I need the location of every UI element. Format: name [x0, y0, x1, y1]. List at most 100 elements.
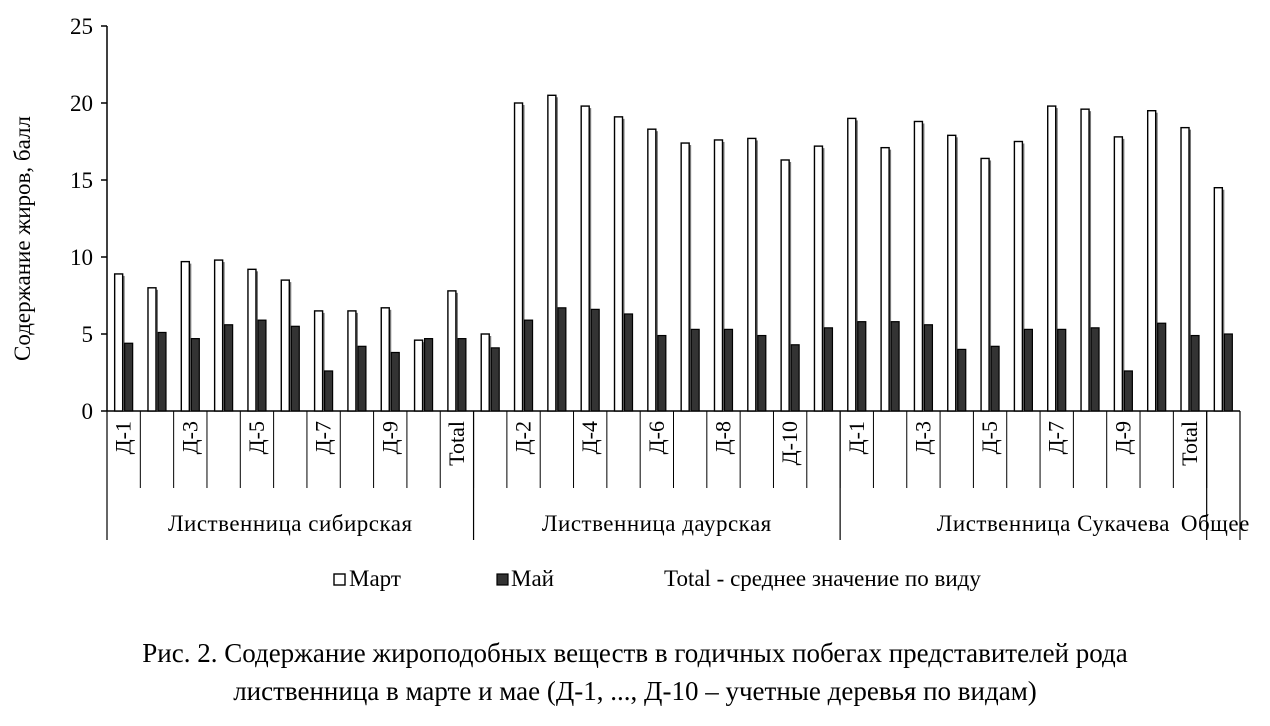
bar-may: [990, 345, 1000, 412]
bar-may: [324, 370, 334, 412]
bar-march: [647, 128, 657, 412]
bar-may: [390, 351, 400, 412]
bar-march: [813, 145, 824, 412]
x-tick-label: Total: [444, 421, 469, 466]
caption-line-2: лиственница в марте и мае (Д-1, ..., Д-1…: [233, 676, 1037, 706]
bar-march: [1013, 140, 1024, 412]
group-label: Общее: [1181, 511, 1250, 536]
x-tick-label: Д-2: [511, 421, 536, 454]
bar-may: [790, 344, 800, 412]
bar-march: [913, 120, 924, 412]
bar-may: [723, 328, 734, 412]
y-tick-label: 5: [82, 322, 94, 347]
bar-march: [713, 139, 724, 412]
x-tick-label: Д-3: [177, 421, 202, 454]
x-tick-label: Д-7: [1044, 421, 1069, 454]
group-label: Лиственница Сукачева: [937, 511, 1170, 536]
x-tick-label: Д-6: [644, 421, 669, 454]
x-tick-label: Д-8: [710, 421, 735, 454]
legend-swatch-may: [496, 573, 509, 586]
bar-march: [447, 290, 457, 412]
y-tick-label: 0: [82, 399, 94, 424]
bar-march: [1180, 126, 1190, 412]
bar-may: [1023, 328, 1033, 412]
bar-march: [580, 105, 590, 412]
bar-may: [157, 331, 167, 412]
bar-may: [357, 345, 367, 412]
bar-march: [947, 134, 957, 412]
bar-may: [590, 308, 600, 412]
bar-may: [757, 334, 767, 412]
bar-may: [890, 321, 900, 412]
bar-march: [513, 102, 524, 412]
bar-may: [1223, 333, 1233, 412]
caption-line-1: Рис. 2. Содержание жироподобных веществ …: [142, 638, 1128, 668]
bar-may: [257, 319, 267, 412]
bar-march: [313, 310, 324, 412]
bar-march: [980, 157, 990, 412]
bar-march: [1146, 109, 1157, 412]
bar-march: [547, 94, 557, 412]
bar-march: [1047, 105, 1057, 412]
y-tick-label: 10: [70, 245, 93, 270]
x-tick-label: Д-1: [111, 421, 136, 454]
x-tick-label: Д-3: [910, 421, 935, 454]
bar-march: [613, 116, 624, 412]
x-tick-label: Д-5: [244, 421, 269, 454]
x-tick-label: Д-5: [977, 421, 1002, 454]
bar-march: [113, 273, 124, 412]
x-tick-label: Total: [1177, 421, 1202, 466]
x-tick-label: Д-7: [311, 421, 336, 454]
bar-march: [747, 137, 757, 412]
bar-march: [347, 310, 357, 412]
group-label: Лиственница даурская: [542, 511, 772, 536]
bar-may: [957, 348, 967, 412]
bar-may: [423, 338, 434, 412]
bar-may: [1157, 322, 1167, 412]
x-tick-label: Д-9: [377, 421, 402, 454]
y-axis-title: Содержание жиров, балл: [10, 116, 35, 361]
x-tick-label: Д-10: [777, 421, 802, 465]
bar-may: [1123, 370, 1133, 412]
bar-may: [124, 342, 134, 412]
bar-march: [780, 159, 790, 412]
bar-march: [413, 339, 424, 412]
bar-march: [680, 142, 690, 412]
legend-label-march: Март: [349, 566, 401, 591]
bar-may: [1090, 327, 1100, 412]
legend-swatch-march: [333, 573, 346, 586]
legend-label-may: Май: [511, 566, 554, 591]
bar-march: [480, 333, 490, 412]
figure-caption: Рис. 2. Содержание жироподобных веществ …: [0, 634, 1270, 710]
bar-may: [1057, 328, 1067, 412]
legend-note: Total - среднее значение по виду: [664, 566, 981, 591]
bar-may: [190, 338, 200, 412]
bar-may: [457, 338, 467, 412]
bar-may: [690, 328, 700, 412]
bar-march: [280, 279, 290, 412]
bar-may: [923, 324, 934, 412]
group-label: Лиственница сибирская: [168, 511, 413, 536]
bar-may: [224, 324, 234, 412]
bar-may: [557, 307, 567, 412]
y-tick-label: 15: [70, 168, 93, 193]
x-tick-label: Д-4: [577, 421, 602, 454]
bar-may: [657, 334, 667, 412]
bar-may: [623, 313, 634, 412]
x-tick-label: Д-9: [1110, 421, 1135, 454]
y-tick-label: 25: [70, 14, 93, 39]
bar-march: [180, 260, 191, 412]
bar-may: [490, 347, 500, 412]
bar-may: [857, 321, 867, 412]
bar-may: [290, 325, 300, 412]
bar-may: [1190, 334, 1200, 412]
y-tick-label: 20: [70, 91, 93, 116]
bar-may: [523, 319, 534, 412]
bar-march: [1213, 186, 1224, 412]
x-tick-label: Д-1: [844, 421, 869, 454]
bar-march: [1080, 108, 1090, 412]
bar-march: [247, 268, 257, 412]
bar-march: [1113, 136, 1124, 412]
bar-march: [847, 117, 857, 412]
